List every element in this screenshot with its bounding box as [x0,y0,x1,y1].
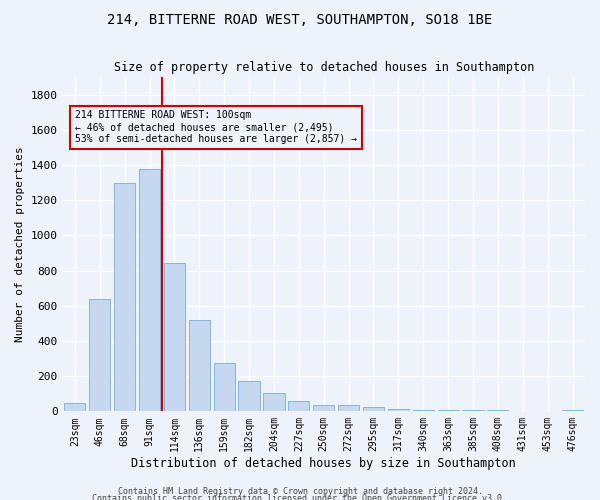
Bar [189,320,210,412]
Bar [338,405,359,411]
Bar [512,411,533,412]
Text: 214, BITTERNE ROAD WEST, SOUTHAMPTON, SO18 1BE: 214, BITTERNE ROAD WEST, SOUTHAMPTON, SO… [107,12,493,26]
X-axis label: Distribution of detached houses by size in Southampton: Distribution of detached houses by size … [131,457,516,470]
Bar [263,393,284,411]
Bar [313,405,334,411]
Text: Contains HM Land Registry data © Crown copyright and database right 2024.: Contains HM Land Registry data © Crown c… [118,487,482,496]
Bar [487,410,508,412]
Bar [238,380,260,412]
Bar [388,408,409,412]
Bar [164,262,185,412]
Bar [363,407,384,412]
Bar [114,182,135,412]
Bar [288,401,310,411]
Bar [139,170,160,412]
Bar [437,410,459,412]
Bar [562,410,583,412]
Text: Contains public sector information licensed under the Open Government Licence v3: Contains public sector information licen… [92,494,508,500]
Bar [89,298,110,412]
Bar [413,410,434,412]
Y-axis label: Number of detached properties: Number of detached properties [15,146,25,342]
Bar [463,410,484,412]
Bar [64,402,85,411]
Title: Size of property relative to detached houses in Southampton: Size of property relative to detached ho… [113,62,534,74]
Bar [214,363,235,412]
Text: 214 BITTERNE ROAD WEST: 100sqm
← 46% of detached houses are smaller (2,495)
53% : 214 BITTERNE ROAD WEST: 100sqm ← 46% of … [75,110,357,144]
